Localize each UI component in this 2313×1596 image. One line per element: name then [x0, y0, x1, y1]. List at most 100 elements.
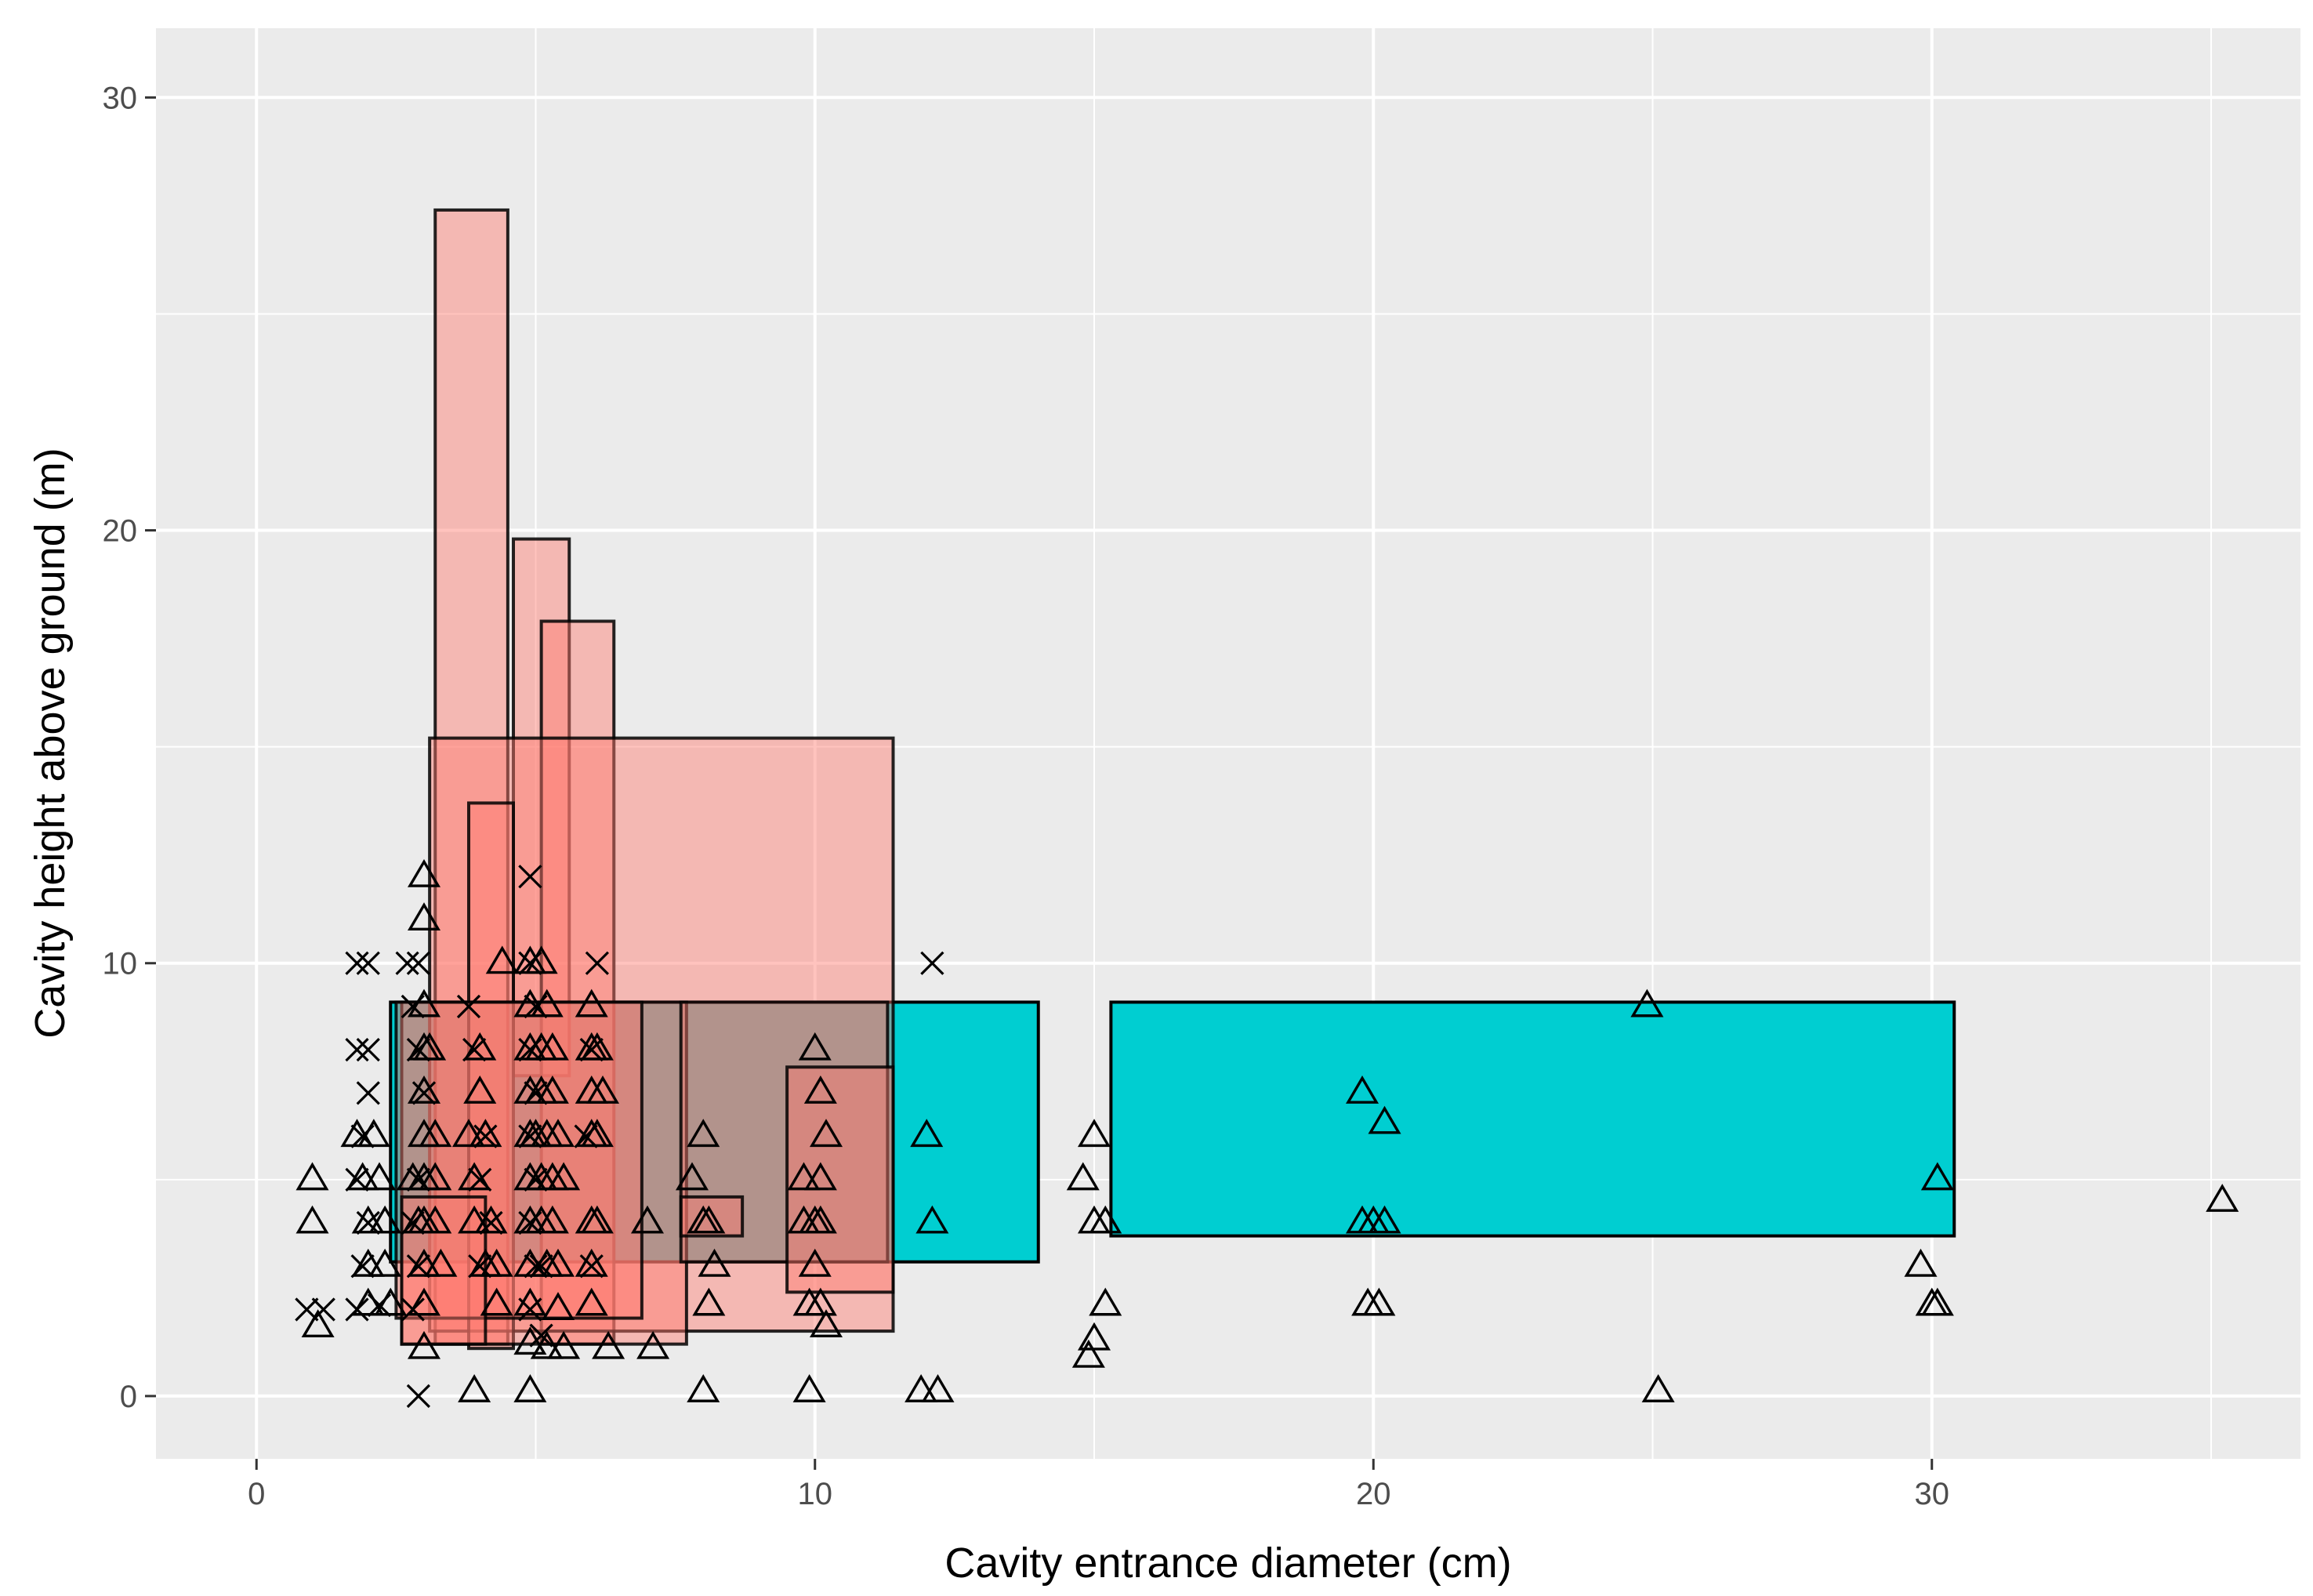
triangle-point-126 [1641, 1374, 1675, 1402]
cross-point-27 [479, 1210, 503, 1235]
cyan-range-rect-1 [1109, 1000, 1956, 1238]
triangle-point-72 [547, 1330, 581, 1359]
triangle-point-1 [295, 1205, 329, 1234]
triangle-point-42 [485, 945, 519, 974]
triangle-point-63 [530, 1330, 564, 1359]
cross-point-25 [468, 1167, 492, 1192]
cross-point-9 [356, 1210, 380, 1235]
triangle-point-109 [915, 1205, 949, 1234]
triangle-point-53 [513, 1374, 547, 1402]
cross-point-16 [406, 1038, 431, 1062]
triangle-point-16 [407, 902, 441, 930]
triangle-point-5 [351, 1205, 385, 1234]
triangle-point-41 [480, 1248, 513, 1277]
triangle-point-71 [547, 1162, 581, 1191]
cross-point-32 [518, 1038, 542, 1062]
cross-point-29 [518, 865, 542, 889]
y-tick-label: 10 [103, 947, 138, 981]
y-tick-label: 20 [103, 514, 138, 549]
triangle-point-112 [1071, 1339, 1105, 1368]
triangle-point-67 [535, 1205, 569, 1234]
cross-point-7 [350, 1124, 375, 1148]
cross-point-30 [518, 951, 542, 975]
triangle-point-79 [575, 1287, 608, 1316]
y-tick-label: 30 [103, 81, 138, 115]
triangle-point-65 [535, 1075, 569, 1104]
triangle-point-19 [407, 1075, 441, 1104]
triangle-point-124 [1368, 1105, 1401, 1134]
cross-point-45 [920, 951, 944, 975]
cross-point-41 [574, 1124, 598, 1148]
triangle-point-116 [1089, 1205, 1122, 1234]
cross-point-13 [395, 951, 419, 975]
triangle-point-10 [368, 1205, 402, 1234]
cross-point-14 [406, 951, 431, 975]
triangle-point-102 [803, 1162, 837, 1191]
triangle-point-30 [424, 1248, 458, 1277]
triangle-point-82 [586, 1075, 620, 1104]
triangle-point-98 [798, 1032, 832, 1061]
triangle-point-37 [469, 1119, 502, 1148]
cross-point-2 [345, 951, 369, 975]
triangle-point-110 [921, 1374, 955, 1402]
triangle-point-92 [698, 1248, 731, 1277]
triangle-point-107 [905, 1374, 938, 1402]
red-range-rect-2 [433, 208, 509, 1346]
triangle-point-0 [295, 1162, 329, 1191]
axes: 0 10 20 30 0 10 20 30 [103, 81, 1950, 1511]
triangle-point-39 [474, 1205, 508, 1234]
triangle-point-93 [687, 1374, 720, 1402]
cross-point-31 [524, 994, 548, 1019]
triangle-point-104 [803, 1287, 837, 1316]
triangle-point-64 [535, 1032, 569, 1061]
triangle-point-73 [575, 988, 608, 1017]
triangle-point-87 [675, 1162, 709, 1191]
cross-point-33 [524, 1081, 548, 1105]
cross-point-6 [356, 1081, 380, 1105]
triangle-point-101 [803, 1075, 837, 1104]
triangle-point-36 [463, 1075, 497, 1104]
triangle-point-9 [362, 1162, 397, 1191]
cross-point-8 [345, 1167, 369, 1192]
triangle-point-113 [1077, 1119, 1111, 1148]
cross-point-26 [468, 1254, 492, 1279]
cross-point-28 [473, 1124, 498, 1148]
cross-point-43 [585, 951, 610, 975]
triangle-point-68 [541, 1119, 575, 1148]
cross-point-42 [579, 1254, 604, 1279]
x-tick-label: 20 [1356, 1477, 1391, 1511]
cross-point-4 [345, 1038, 369, 1062]
cross-point-21 [401, 1297, 425, 1322]
triangle-point-131 [2206, 1184, 2239, 1212]
triangle-point-100 [798, 1248, 832, 1277]
cross-point-11 [345, 1297, 369, 1322]
triangle-point-123 [1368, 1205, 1401, 1234]
triangle-point-118 [1345, 1075, 1379, 1104]
triangle-point-122 [1362, 1287, 1396, 1316]
triangle-point-127 [1904, 1248, 1938, 1277]
triangle-point-90 [692, 1205, 726, 1234]
cross-point-15 [401, 994, 425, 1019]
triangle-point-15 [407, 858, 441, 887]
x-tick-label: 30 [1915, 1477, 1950, 1511]
red-range-rect-11 [785, 1065, 895, 1294]
triangle-point-25 [407, 1330, 441, 1359]
cross-point-22 [406, 1384, 431, 1409]
red-range-rect-6 [467, 801, 515, 1351]
triangle-point-106 [809, 1309, 843, 1338]
cross-point-5 [356, 1038, 380, 1062]
cross-point-23 [456, 994, 481, 1019]
triangle-point-129 [1920, 1287, 1954, 1316]
cross-point-34 [518, 1124, 542, 1148]
cross-point-40 [529, 1254, 553, 1279]
triangle-point-103 [803, 1205, 837, 1234]
x-tick-label: 10 [798, 1477, 833, 1511]
cross-point-3 [356, 951, 380, 975]
triangle-point-31 [451, 1119, 486, 1148]
cross-point-17 [411, 1081, 437, 1105]
triangle-point-111 [1066, 1162, 1100, 1191]
cross-point-44 [579, 1038, 604, 1062]
cross-point-37 [524, 1254, 548, 1279]
cross-point-19 [401, 1210, 425, 1235]
